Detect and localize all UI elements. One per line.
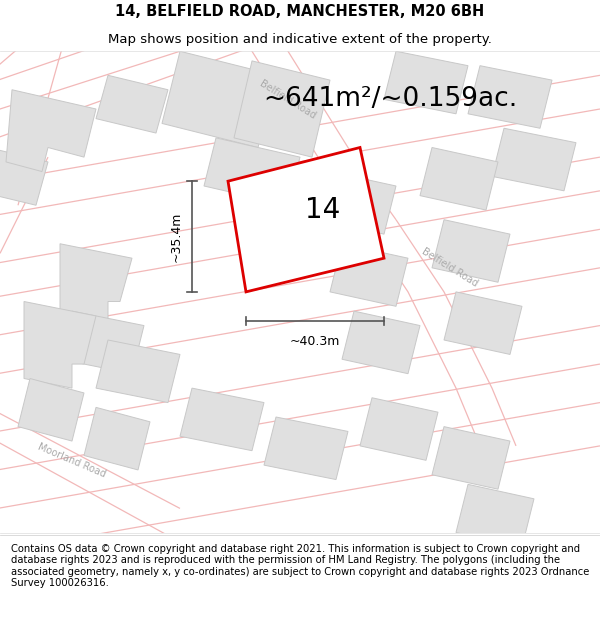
Polygon shape [432,219,510,282]
Text: Belfield Road: Belfield Road [258,78,318,121]
Polygon shape [492,128,576,191]
Polygon shape [204,138,300,205]
Polygon shape [318,171,396,234]
Polygon shape [96,340,180,402]
Polygon shape [264,417,348,479]
Text: 14, BELFIELD ROAD, MANCHESTER, M20 6BH: 14, BELFIELD ROAD, MANCHESTER, M20 6BH [115,4,485,19]
Text: ~35.4m: ~35.4m [170,211,183,262]
Polygon shape [432,427,510,489]
Polygon shape [360,398,438,460]
Polygon shape [18,379,84,441]
Polygon shape [180,388,264,451]
Polygon shape [234,61,330,157]
Text: Moorland Road: Moorland Road [37,441,107,479]
Text: Belfield Road: Belfield Road [420,247,480,289]
Text: Map shows position and indicative extent of the property.: Map shows position and indicative extent… [108,34,492,46]
Polygon shape [384,51,468,114]
Polygon shape [60,244,132,321]
Polygon shape [420,148,498,210]
Text: Contains OS data © Crown copyright and database right 2021. This information is : Contains OS data © Crown copyright and d… [11,544,589,588]
Text: ~641m²/~0.159ac.: ~641m²/~0.159ac. [263,86,517,112]
Text: 14: 14 [305,196,340,224]
Polygon shape [330,244,408,306]
Polygon shape [96,75,168,133]
Polygon shape [162,51,276,148]
Polygon shape [444,292,522,354]
Polygon shape [468,66,552,128]
Polygon shape [456,484,534,547]
Text: ~40.3m: ~40.3m [290,335,340,348]
Polygon shape [84,408,150,470]
Polygon shape [342,311,420,374]
Polygon shape [228,148,384,292]
Polygon shape [60,311,144,374]
Polygon shape [0,148,48,205]
Polygon shape [24,301,96,388]
Polygon shape [6,90,96,171]
